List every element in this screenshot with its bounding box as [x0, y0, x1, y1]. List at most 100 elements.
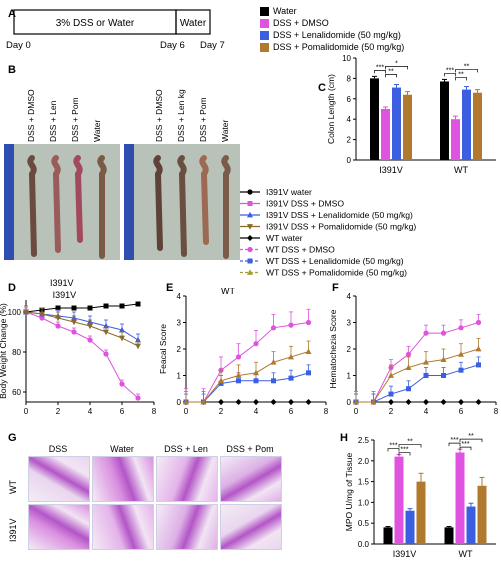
data-point	[200, 398, 207, 405]
bar	[477, 485, 487, 544]
photo-column-label: DSS + DMSO	[26, 89, 36, 142]
legend-marker	[247, 258, 253, 264]
significance-bracket	[455, 69, 478, 73]
data-point	[71, 305, 77, 311]
bar	[403, 94, 412, 160]
legend-label: DSS + Lenalidomide (50 mg/kg)	[273, 30, 401, 40]
data-point	[235, 372, 242, 378]
data-point	[87, 337, 93, 343]
data-point	[476, 362, 481, 368]
y-tick-label: 3	[177, 319, 182, 328]
data-point	[288, 322, 294, 328]
bar	[440, 81, 449, 160]
significance-bracket	[459, 438, 483, 443]
data-point	[23, 309, 29, 316]
data-point	[103, 303, 109, 309]
y-tick-label: 0	[347, 398, 352, 407]
histology-image	[92, 456, 154, 502]
series-line	[356, 322, 479, 403]
photo-column-label: DSS + Pom	[198, 97, 208, 142]
data-point	[39, 315, 45, 321]
y-tick-label: 4	[347, 292, 352, 301]
bar	[416, 481, 426, 544]
significance-bracket	[459, 446, 472, 451]
y-tick-label: 1	[177, 372, 182, 381]
panel-label-e: E	[166, 282, 174, 294]
y-tick-label: 4	[177, 292, 182, 301]
timeline-segment2-label: Water	[180, 18, 207, 29]
data-point	[388, 399, 394, 405]
data-point	[270, 399, 277, 405]
data-point	[71, 329, 77, 335]
y-tick-label: 3	[347, 319, 352, 328]
photo-column-label: Water	[220, 119, 230, 142]
legend-label: WT DSS + DMSO	[266, 245, 335, 255]
data-point	[458, 351, 464, 357]
x-tick-label: 0	[24, 407, 29, 416]
series-3	[353, 338, 482, 405]
histology-column-label: DSS	[48, 444, 68, 454]
legend-top-item: Water	[260, 6, 297, 17]
x-tick-label: I391V	[379, 165, 403, 175]
significance-bracket	[385, 74, 397, 78]
legend-label: I391V DSS + Pomalidomide (50 mg/kg)	[266, 222, 416, 232]
significance-bracket	[385, 66, 408, 70]
data-point	[475, 345, 482, 352]
series-line	[25, 303, 139, 313]
data-point	[458, 399, 464, 405]
colon-photo-left	[4, 144, 120, 260]
histology-image	[28, 456, 90, 502]
timeline-day0: Day 0	[6, 40, 31, 51]
legend-label: WT DSS + Pomalidomide (50 mg/kg)	[266, 268, 407, 278]
x-tick-label: 0	[184, 407, 189, 416]
data-point	[441, 373, 446, 378]
data-point	[270, 325, 277, 331]
significance-label: **	[407, 439, 413, 446]
data-point	[103, 322, 109, 329]
photo-column-label: DSS + Pom	[70, 97, 80, 142]
chart-title: WT	[221, 288, 235, 296]
y-tick-label: 100	[8, 308, 22, 317]
series-2	[183, 364, 311, 405]
significance-bracket	[455, 77, 467, 81]
data-point	[218, 399, 224, 405]
y-tick-label: 0	[347, 156, 352, 165]
legend-label: I391V water	[266, 187, 312, 197]
y-tick-label: 2	[177, 345, 182, 354]
data-point	[388, 391, 394, 397]
photo-column-label: DSS + Len	[48, 100, 58, 142]
data-point	[440, 330, 447, 336]
y-tick-label: 8	[347, 74, 352, 83]
data-point	[475, 399, 482, 405]
legend-label: DSS + DMSO	[273, 18, 329, 28]
x-tick-label: 2	[56, 407, 61, 416]
y-axis-label: MPO U/mg of Tissue	[344, 453, 354, 532]
histology-image	[156, 504, 218, 550]
data-point	[406, 386, 411, 392]
histology-image	[92, 504, 154, 550]
data-point	[135, 343, 141, 350]
series-line	[25, 311, 139, 347]
legend-swatch	[260, 19, 269, 29]
legend-label: I391V DSS + DMSO	[266, 199, 344, 209]
photo-column-label: DSS + DMSO	[154, 89, 164, 142]
legend-marker	[247, 246, 253, 253]
timeline-day7: Day 7	[200, 40, 225, 51]
data-point	[270, 359, 277, 365]
significance-label: ***	[461, 441, 469, 448]
series-1	[23, 307, 141, 401]
x-tick-label: 2	[389, 407, 394, 416]
data-point	[288, 399, 294, 405]
x-tick-label: WT	[459, 549, 473, 559]
bar	[394, 456, 404, 544]
photo-column-label: DSS + Len kg	[176, 89, 186, 142]
data-point	[87, 323, 93, 330]
panel-label-a: A	[8, 8, 16, 20]
y-tick-label: 1	[347, 372, 352, 381]
x-tick-label: 6	[120, 407, 125, 416]
y-tick-label: 1.0	[358, 498, 370, 507]
legend-label: DSS + Pomalidomide (50 mg/kg)	[273, 42, 405, 52]
panel-label-h: H	[340, 432, 348, 444]
